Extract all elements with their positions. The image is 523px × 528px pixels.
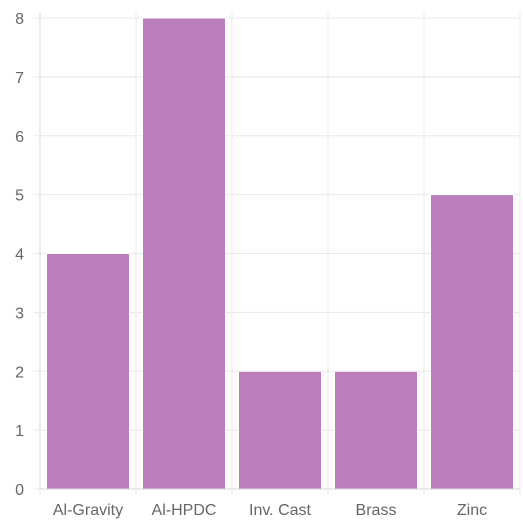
bar-brass[interactable] xyxy=(334,370,418,490)
y-tick-labels: 0 1 2 3 4 5 6 7 8 xyxy=(15,11,24,499)
x-tick-label: Al-HPDC xyxy=(152,502,217,519)
bars xyxy=(46,17,514,490)
x-tick-label: Al-Gravity xyxy=(53,502,123,519)
bar-zinc[interactable] xyxy=(430,194,514,490)
y-tick-label: 0 xyxy=(15,482,24,499)
y-tick-label: 7 xyxy=(15,70,24,87)
y-tick-label: 3 xyxy=(15,305,24,322)
bar-al-gravity[interactable] xyxy=(46,253,130,490)
x-tick-label: Inv. Cast xyxy=(249,502,312,519)
y-tick-label: 4 xyxy=(15,247,24,264)
x-tick-label: Brass xyxy=(356,502,397,519)
x-tick-labels: Al-Gravity Al-HPDC Inv. Cast Brass Zinc xyxy=(53,502,487,519)
y-tick-label: 1 xyxy=(15,423,24,440)
y-tick-label: 5 xyxy=(15,188,24,205)
x-tick-label: Zinc xyxy=(457,502,487,519)
y-tick-label: 6 xyxy=(15,129,24,146)
y-tick-label: 8 xyxy=(15,11,24,28)
grid-lines xyxy=(39,12,521,495)
y-tick-label: 2 xyxy=(15,364,24,381)
bar-inv-cast[interactable] xyxy=(238,370,322,490)
axes xyxy=(34,12,520,490)
bar-al-hpdc[interactable] xyxy=(142,17,226,490)
